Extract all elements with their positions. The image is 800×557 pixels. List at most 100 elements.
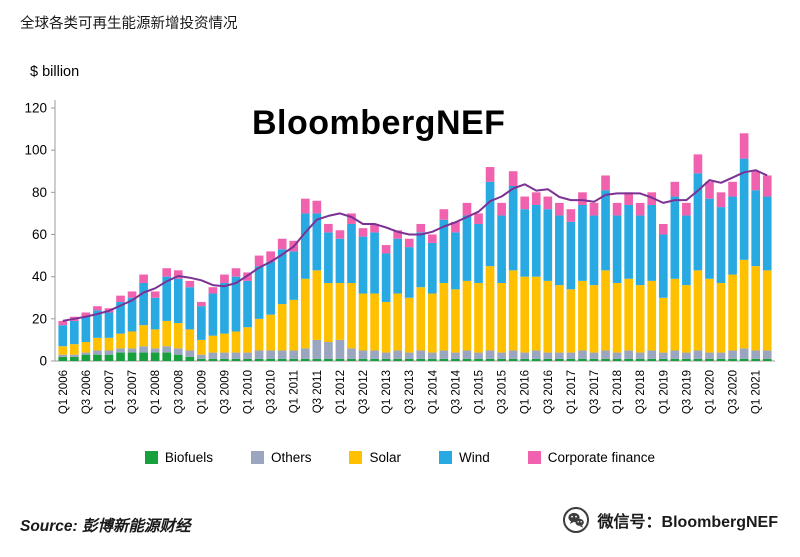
bar-segment [162, 352, 172, 361]
bar-segment [578, 280, 587, 351]
bar-segment [474, 223, 483, 283]
bar-segment [127, 291, 137, 298]
bar-segment [127, 297, 137, 332]
bar-segment [393, 238, 403, 294]
legend-label: Wind [458, 450, 490, 465]
bar-segment [381, 358, 391, 361]
y-tick-label: 40 [32, 269, 47, 284]
bar-segment [404, 238, 414, 248]
bar-segment [277, 238, 287, 250]
bar-segment [682, 352, 691, 359]
bar-segment [728, 181, 737, 197]
bar-segment [439, 358, 449, 361]
bar-segment [682, 358, 691, 361]
bar-segment [693, 350, 703, 359]
bar-segment [462, 215, 472, 281]
bar-segment [104, 337, 114, 351]
bar-segment [670, 350, 680, 359]
bar-segment [566, 209, 576, 222]
bar-segment [162, 276, 172, 321]
bar-segment [705, 358, 714, 361]
bar-segment [508, 270, 518, 351]
legend-label: Solar [369, 450, 401, 465]
bar-segment [612, 282, 622, 353]
legend-swatch [250, 451, 264, 464]
bar-segment [635, 202, 645, 216]
bar-segment [751, 358, 761, 361]
bar-segment [762, 358, 772, 361]
bar-segment [254, 255, 264, 267]
bar-segment [566, 221, 576, 290]
bar-segment [589, 285, 599, 353]
bar-segment [393, 230, 403, 239]
bar-segment [173, 278, 183, 324]
bar-segment [485, 358, 495, 361]
bar-segment [335, 358, 345, 361]
bar-segment [173, 354, 183, 362]
x-tick-label: Q3 2012 [358, 370, 370, 414]
bar-segment [520, 358, 530, 361]
bar-segment [682, 285, 691, 353]
bar-segment [543, 209, 553, 281]
bar-segment [150, 297, 160, 330]
bar-segment [231, 276, 241, 332]
x-tick-label: Q1 2009 [196, 370, 208, 414]
bar-segment [520, 209, 530, 277]
bar-segment [451, 358, 460, 361]
bar-segment [728, 350, 737, 359]
bar-segment [624, 204, 633, 279]
trend-line [62, 169, 768, 322]
bar-segment [751, 171, 761, 191]
bar-segment [589, 358, 599, 361]
bar-segment [578, 204, 587, 281]
bar-segment [335, 339, 345, 359]
bar-segment [531, 276, 541, 351]
bar-segment [335, 238, 345, 283]
bar-segment [543, 352, 553, 359]
bar-segment [508, 186, 518, 271]
bar-segment [58, 354, 68, 357]
bar-segment [324, 342, 333, 359]
bar-segment [300, 358, 310, 361]
bar-segment [624, 358, 633, 361]
x-tick-label: Q3 2018 [635, 370, 647, 414]
bar-segment [485, 350, 495, 359]
bar-segment [508, 358, 518, 361]
bar-segment [670, 278, 680, 351]
bar-segment [289, 350, 299, 359]
bar-segment [647, 280, 657, 351]
bar-segment [185, 280, 195, 288]
bar-segment [508, 350, 518, 359]
wechat-label: 微信号：BloombergNEF [597, 514, 778, 531]
bars-others [58, 339, 772, 359]
bar-segment [139, 282, 148, 326]
x-tick-label: Q1 2006 [58, 370, 70, 414]
bar-segment [566, 289, 576, 353]
bar-segment [116, 333, 125, 349]
bar-segment [393, 293, 403, 351]
x-tick-label: Q1 2021 [751, 370, 763, 414]
bar-segment [555, 358, 564, 361]
bar-segment [381, 253, 391, 302]
bar-segment [739, 259, 749, 349]
x-tick-label: Q1 2018 [612, 370, 624, 414]
bar-segment [462, 358, 472, 361]
bar-segment [300, 348, 310, 359]
bar-segment [312, 339, 322, 359]
bar-segment [220, 282, 229, 334]
bar-segment [693, 270, 703, 351]
bar-segment [485, 167, 495, 182]
bar-segment [358, 236, 368, 294]
bar-segment [624, 278, 633, 351]
bar-segment [300, 278, 310, 349]
bar-segment [520, 196, 530, 210]
bar-segment [451, 221, 460, 233]
bar-segment [589, 202, 599, 216]
bar-segment [93, 310, 102, 338]
bar-segment [751, 266, 761, 351]
legend-swatch [438, 451, 452, 464]
bar-segment [497, 358, 506, 361]
legend-label: Biofuels [164, 450, 213, 465]
bar-segment [197, 358, 206, 361]
bar-segment [693, 358, 703, 361]
